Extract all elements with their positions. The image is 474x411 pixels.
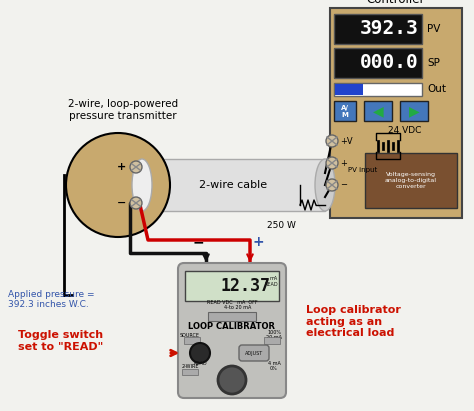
Circle shape	[326, 135, 338, 147]
Text: 2-WIRE: 2-WIRE	[181, 363, 199, 369]
Text: Toggle switch
set to "READ": Toggle switch set to "READ"	[18, 330, 103, 351]
Bar	[400, 101, 428, 121]
Circle shape	[218, 366, 246, 394]
Text: mA
READ: mA READ	[264, 276, 278, 287]
Bar	[335, 84, 363, 95]
Bar	[184, 337, 200, 344]
Text: 250 W: 250 W	[267, 220, 296, 229]
Ellipse shape	[315, 159, 335, 211]
Bar	[392, 142, 394, 150]
Text: Out: Out	[427, 85, 446, 95]
Text: Applied pressure =
392.3 inches W.C.: Applied pressure = 392.3 inches W.C.	[8, 290, 94, 309]
Text: ▶: ▶	[409, 104, 419, 118]
Bar	[334, 83, 422, 96]
Text: ADJUST: ADJUST	[245, 351, 263, 356]
Bar	[208, 312, 256, 321]
Text: 392.3: 392.3	[360, 19, 419, 39]
Bar	[142, 159, 325, 211]
Bar	[334, 14, 422, 44]
Ellipse shape	[132, 159, 152, 211]
Bar	[334, 48, 422, 78]
Text: −: −	[340, 180, 347, 189]
Text: ◀: ◀	[373, 104, 383, 118]
Bar	[330, 8, 462, 218]
FancyBboxPatch shape	[239, 345, 269, 361]
Text: 100%
20 mA: 100% 20 mA	[266, 330, 282, 340]
Text: +V: +V	[340, 136, 353, 145]
Text: 000.0: 000.0	[360, 53, 419, 72]
FancyBboxPatch shape	[178, 263, 286, 398]
Bar	[364, 101, 392, 121]
Text: 2-wire, loop-powered
pressure transmitter: 2-wire, loop-powered pressure transmitte…	[68, 99, 178, 121]
Text: A/
M: A/ M	[341, 104, 349, 118]
Text: 4 mA
0%: 4 mA 0%	[267, 360, 281, 372]
Text: −: −	[192, 235, 204, 249]
Bar	[264, 337, 280, 344]
Circle shape	[326, 157, 338, 169]
Circle shape	[66, 133, 170, 237]
Text: 24 VDC: 24 VDC	[388, 125, 422, 134]
Circle shape	[130, 197, 142, 209]
Circle shape	[326, 179, 338, 191]
Text: PV input: PV input	[348, 167, 377, 173]
Text: SOURCE: SOURCE	[180, 332, 200, 337]
Bar	[397, 140, 399, 152]
Text: 12.37: 12.37	[221, 277, 271, 295]
Text: LOOP CALIBRATOR: LOOP CALIBRATOR	[189, 321, 275, 330]
Bar	[387, 140, 389, 152]
Bar	[185, 271, 279, 301]
Text: READ: READ	[193, 361, 207, 366]
Bar	[377, 140, 379, 152]
Circle shape	[190, 343, 210, 363]
Circle shape	[130, 161, 142, 173]
Bar	[365, 153, 457, 208]
Bar	[382, 142, 384, 150]
Bar	[182, 369, 198, 375]
Text: 2-wire cable: 2-wire cable	[200, 180, 267, 190]
Text: Voltage-sensing
analog-to-digital
converter: Voltage-sensing analog-to-digital conver…	[385, 172, 437, 189]
Text: READ VDC   mA  OFF
        4-to 20 mA: READ VDC mA OFF 4-to 20 mA	[207, 300, 257, 310]
Text: Controller: Controller	[367, 0, 425, 6]
Bar	[334, 101, 356, 121]
Text: +: +	[340, 159, 347, 168]
Text: +: +	[252, 235, 264, 249]
Text: SP: SP	[427, 58, 440, 68]
Text: PV: PV	[427, 24, 440, 34]
Text: Loop calibrator
acting as an
electrical load: Loop calibrator acting as an electrical …	[306, 305, 401, 338]
Text: +: +	[117, 162, 126, 172]
Text: −: −	[117, 198, 126, 208]
